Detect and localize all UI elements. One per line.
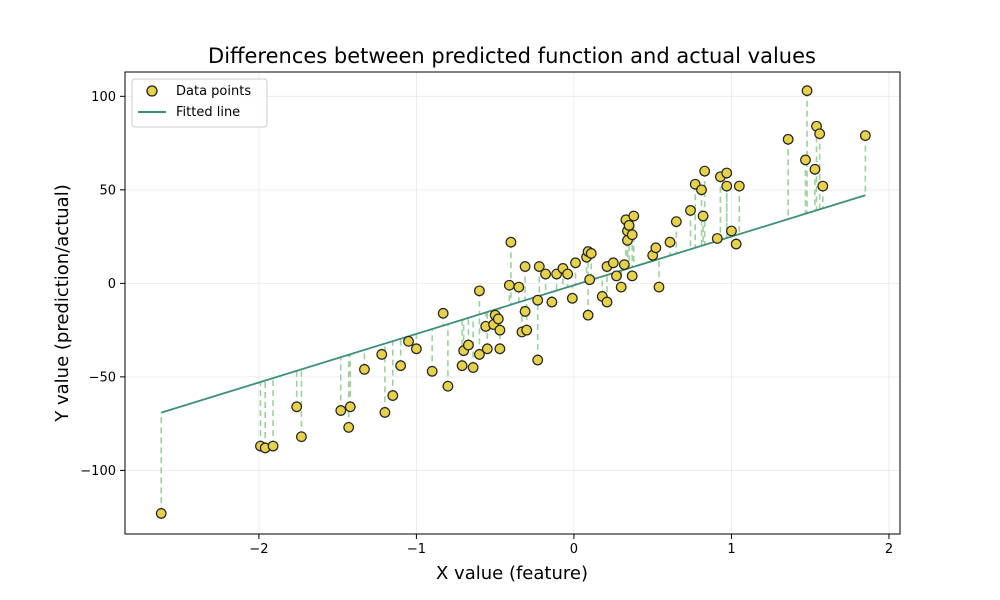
data-point bbox=[462, 339, 474, 351]
data-point bbox=[492, 313, 504, 325]
data-point bbox=[335, 405, 347, 416]
y-tick-label: 0 bbox=[108, 277, 116, 292]
data-point bbox=[513, 281, 525, 293]
data-points bbox=[155, 85, 871, 519]
y-tick-label: −100 bbox=[80, 464, 116, 479]
data-point bbox=[618, 259, 630, 271]
data-point bbox=[607, 257, 619, 269]
legend-label-fitted-line: Fitted line bbox=[176, 105, 240, 120]
data-point bbox=[664, 236, 676, 248]
data-point bbox=[395, 360, 407, 372]
data-point bbox=[562, 268, 574, 280]
data-point bbox=[442, 380, 454, 392]
data-point bbox=[711, 233, 723, 244]
x-tick-label: −2 bbox=[249, 542, 268, 557]
data-point bbox=[359, 364, 370, 375]
data-point bbox=[403, 335, 414, 347]
data-point bbox=[546, 296, 558, 308]
y-axis-ticks: −100 −50 0 50 100 bbox=[80, 90, 125, 479]
data-point bbox=[730, 238, 742, 250]
data-point bbox=[155, 508, 167, 519]
data-point bbox=[726, 225, 737, 237]
data-point bbox=[456, 360, 468, 372]
data-point bbox=[474, 285, 485, 297]
data-point bbox=[474, 349, 485, 360]
legend-label-data-points: Data points bbox=[176, 84, 251, 99]
data-point bbox=[411, 343, 422, 355]
data-point bbox=[540, 268, 551, 280]
data-point bbox=[481, 343, 493, 355]
data-point bbox=[653, 281, 665, 293]
data-point bbox=[467, 362, 479, 373]
data-point bbox=[343, 421, 355, 433]
data-point bbox=[533, 261, 545, 272]
x-tick-label: −1 bbox=[407, 542, 426, 557]
data-point bbox=[582, 309, 594, 321]
data-point bbox=[814, 128, 826, 140]
data-point bbox=[521, 324, 533, 336]
legend: Data points Fitted line bbox=[131, 78, 268, 128]
data-point bbox=[584, 274, 596, 286]
x-tick-label: 1 bbox=[727, 542, 735, 557]
data-point bbox=[519, 306, 531, 317]
data-point bbox=[505, 236, 517, 248]
data-point bbox=[267, 440, 279, 452]
chart-title: Differences between predicted function a… bbox=[208, 44, 816, 68]
data-point bbox=[532, 354, 544, 366]
data-point bbox=[670, 216, 682, 228]
data-point bbox=[494, 324, 506, 336]
data-point bbox=[697, 210, 709, 222]
data-point bbox=[733, 180, 745, 192]
data-point bbox=[859, 130, 871, 141]
data-point bbox=[566, 292, 578, 304]
y-axis-label: Y value (prediction/actual) bbox=[52, 184, 73, 422]
residual-lines bbox=[160, 90, 867, 514]
data-point bbox=[699, 165, 711, 177]
data-point bbox=[626, 229, 638, 241]
legend-marker-data-points bbox=[146, 85, 158, 97]
fitted-line-layer bbox=[160, 194, 866, 414]
x-axis-label: X value (feature) bbox=[436, 563, 588, 584]
data-point bbox=[721, 167, 733, 179]
y-tick-label: 50 bbox=[99, 183, 116, 198]
fitted-line bbox=[160, 194, 866, 414]
data-point bbox=[721, 180, 733, 192]
data-point bbox=[503, 279, 515, 291]
data-point bbox=[782, 133, 794, 145]
data-point bbox=[570, 257, 581, 269]
plot-frame bbox=[124, 71, 901, 535]
data-point bbox=[426, 365, 438, 377]
data-point bbox=[685, 205, 696, 216]
data-point bbox=[379, 407, 391, 418]
data-point bbox=[800, 154, 811, 166]
x-axis-ticks: −2 −1 0 1 2 bbox=[249, 534, 893, 557]
data-point bbox=[696, 184, 707, 196]
data-point bbox=[650, 242, 662, 254]
data-point bbox=[817, 180, 829, 192]
data-point bbox=[628, 210, 640, 222]
data-point bbox=[437, 307, 449, 319]
data-point bbox=[615, 281, 627, 293]
y-tick-label: −50 bbox=[89, 370, 116, 385]
x-tick-label: 2 bbox=[885, 542, 893, 557]
x-tick-label: 0 bbox=[570, 542, 578, 557]
data-point bbox=[376, 349, 388, 360]
data-point bbox=[532, 294, 544, 306]
legend-box bbox=[131, 78, 268, 128]
data-point bbox=[611, 270, 622, 282]
data-point bbox=[519, 261, 531, 272]
data-point bbox=[626, 270, 638, 282]
y-tick-label: 100 bbox=[91, 90, 116, 105]
data-point bbox=[494, 343, 506, 355]
data-point bbox=[809, 163, 821, 175]
data-point bbox=[387, 390, 399, 401]
data-point bbox=[601, 296, 613, 308]
data-point bbox=[296, 431, 307, 443]
data-point bbox=[623, 219, 635, 231]
data-point bbox=[585, 248, 597, 259]
data-point bbox=[344, 401, 356, 413]
data-point bbox=[801, 85, 813, 97]
data-point bbox=[291, 401, 303, 413]
